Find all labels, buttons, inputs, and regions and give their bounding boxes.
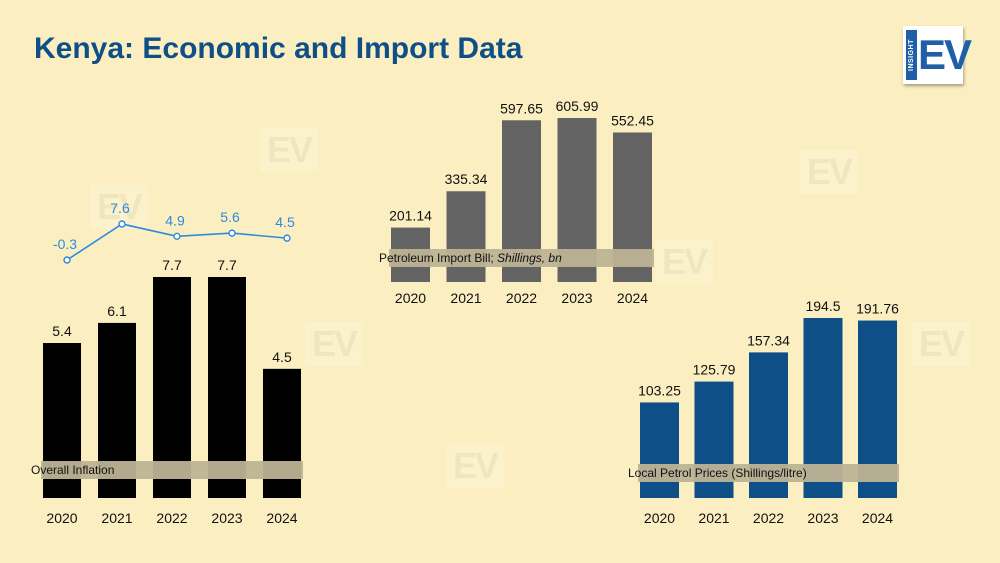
tick-label-2021: 2021: [698, 510, 729, 526]
tick-label-2023: 2023: [807, 510, 838, 526]
series-label: Local Petrol Prices (Shillings/litre): [628, 466, 807, 480]
petrol-price-bar-chart: 103.25 2020 125.79 2021 157.34 2022 194.5 2023 1…: [628, 298, 899, 526]
label-band: [41, 461, 303, 479]
watermark-logo: EV: [655, 240, 713, 284]
gdp-growth-line-chart: -0.3 7.6 4.9 5.6 4.5: [53, 200, 295, 264]
tick-label-2024: 2024: [617, 290, 648, 306]
data-label-2020: 103.25: [638, 382, 681, 398]
petroleum-import-bar-chart: 201.14 2020 335.34 2021 597.65 2022 605.99 2023…: [379, 98, 654, 306]
data-label-2022: 157.34: [747, 332, 790, 348]
bar-2020: [640, 402, 679, 498]
page-title: Kenya: Economic and Import Data: [34, 32, 523, 65]
data-label-2020: 5.4: [52, 323, 72, 339]
data-label-2023: 7.7: [217, 257, 237, 273]
point-label-2020: -0.3: [53, 236, 77, 252]
watermark-logo: EV: [912, 322, 970, 366]
tick-label-2024: 2024: [266, 510, 297, 526]
point-label-2023: 5.6: [220, 209, 240, 225]
tick-label-2023: 2023: [211, 510, 242, 526]
data-label-2022: 597.65: [500, 100, 543, 116]
point-2020: [63, 256, 71, 264]
point-2022: [173, 232, 181, 241]
data-label-2022: 7.7: [162, 257, 182, 273]
data-label-2024: 552.45: [611, 112, 654, 128]
data-label-2023: 605.99: [556, 98, 599, 114]
tick-label-2020: 2020: [644, 510, 675, 526]
data-label-2021: 6.1: [107, 303, 127, 319]
tick-label-2024: 2024: [862, 510, 893, 526]
tick-label-2023: 2023: [561, 290, 592, 306]
data-label-2023: 194.5: [805, 298, 840, 314]
watermark-logo: EV: [800, 150, 858, 194]
tick-label-2022: 2022: [753, 510, 784, 526]
data-label-2024: 4.5: [272, 349, 292, 365]
tick-label-2020: 2020: [46, 510, 77, 526]
series-line: [66, 223, 288, 261]
data-label-2021: 125.79: [693, 362, 736, 378]
tick-label-2021: 2021: [101, 510, 132, 526]
point-label-2024: 4.5: [275, 214, 295, 230]
tick-label-2022: 2022: [156, 510, 187, 526]
data-label-2024: 191.76: [856, 301, 899, 317]
data-label-2020: 201.14: [389, 208, 432, 224]
point-label-2022: 4.9: [165, 212, 185, 228]
point-label-2021: 7.6: [110, 200, 130, 216]
watermark-logo: EV: [260, 128, 318, 172]
point-2023: [228, 229, 236, 237]
tick-label-2022: 2022: [506, 290, 537, 306]
series-label: Overall Inflation: [31, 463, 114, 477]
series-label: Petroleum Import Bill; Shillings, bn: [379, 251, 562, 265]
watermark-logo: EV: [90, 185, 148, 229]
label-band: [638, 464, 899, 482]
tick-label-2021: 2021: [450, 290, 481, 306]
tick-label-2020: 2020: [395, 290, 426, 306]
point-2021: [118, 220, 126, 228]
label-band: [389, 249, 654, 267]
watermark-logo: EV: [446, 444, 504, 488]
inflation-bar-chart: 5.4 2020 6.1 2021 7.7 2022 7.7 2023 4.5 2024 Overa…: [31, 257, 303, 526]
data-label-2021: 335.34: [445, 171, 488, 187]
watermark-logo: EV: [305, 322, 363, 366]
bar-2021: [446, 191, 486, 282]
point-2024: [283, 234, 291, 242]
